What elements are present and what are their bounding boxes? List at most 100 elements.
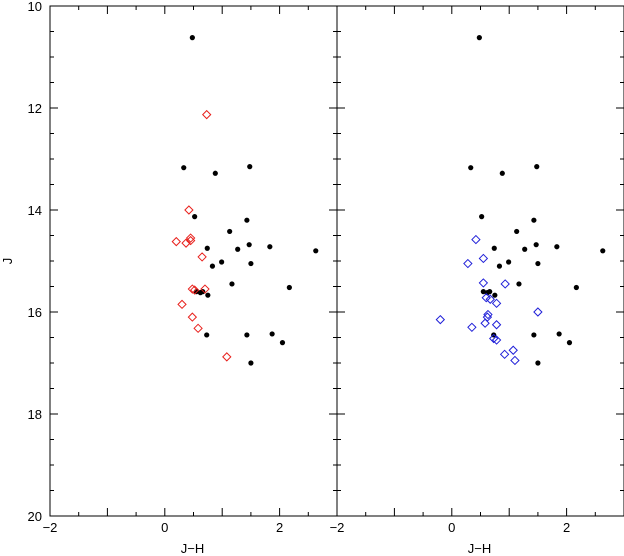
data-point-diamond	[185, 233, 196, 243]
data-point-diamond	[467, 322, 477, 333]
data-point-dot	[506, 259, 512, 265]
data-point-dot	[248, 360, 254, 366]
data-point-dot	[573, 284, 579, 291]
data-point-dot	[480, 289, 486, 295]
data-point-dot	[244, 332, 250, 338]
data-point-diamond	[184, 205, 194, 215]
data-point-dot	[204, 245, 210, 251]
data-point-diamond	[478, 253, 489, 264]
x-tick-label: 0	[161, 520, 168, 535]
data-point-dot	[468, 165, 474, 171]
data-point-dot	[533, 242, 539, 248]
data-point-diamond	[171, 236, 181, 247]
data-point-dot	[209, 263, 216, 269]
data-point-diamond	[471, 234, 481, 245]
data-point-diamond	[480, 318, 490, 328]
data-point-dot	[269, 331, 275, 337]
x-axis-label: J−H	[468, 541, 491, 556]
data-point-dot	[212, 170, 218, 176]
data-point-dot	[566, 340, 573, 346]
data-point-diamond	[499, 349, 510, 360]
data-point-dot	[516, 281, 522, 287]
series-diamond	[171, 109, 232, 362]
data-point-dot	[522, 246, 528, 252]
data-point-dot	[499, 170, 505, 176]
series-diamond	[435, 234, 543, 366]
data-point-dot	[491, 245, 497, 251]
data-point-diamond	[201, 109, 212, 120]
data-point-dot	[279, 340, 286, 346]
data-point-dot	[244, 217, 250, 223]
data-point-diamond	[187, 312, 198, 322]
x-tick-label: 0	[448, 520, 455, 535]
data-point-dot	[479, 214, 485, 220]
data-point-diamond	[491, 335, 502, 345]
data-point-dot	[248, 260, 254, 267]
y-tick-label: 16	[28, 305, 42, 320]
y-axis-label: J	[0, 258, 15, 265]
data-point-dot	[246, 242, 252, 248]
data-point-diamond	[200, 284, 210, 294]
data-point-diamond	[222, 352, 232, 362]
data-point-diamond	[435, 314, 446, 325]
panel-left: −2 0 2 10 12 14 16 18 20 J−H J	[0, 0, 338, 556]
data-point-diamond	[463, 258, 473, 269]
data-point-dot	[535, 260, 541, 267]
data-point-diamond	[533, 307, 543, 317]
data-point-dot	[200, 289, 206, 295]
x-tick-label: −2	[43, 520, 58, 535]
data-point-diamond	[491, 320, 502, 330]
data-point-dot	[496, 263, 503, 269]
data-point-dot	[205, 292, 211, 298]
y-tick-label: 18	[28, 407, 42, 422]
x-tick-label: 2	[563, 520, 570, 535]
data-point-dot	[227, 228, 233, 235]
y-tick-label: 10	[28, 0, 42, 14]
x-tick-label: −2	[330, 520, 345, 535]
data-point-dot	[189, 35, 195, 41]
data-point-dot	[204, 332, 210, 338]
data-point-diamond	[478, 278, 489, 288]
data-point-dot	[247, 164, 253, 170]
data-point-dot	[229, 281, 235, 287]
data-point-diamond	[508, 345, 518, 355]
data-point-diamond	[491, 298, 502, 309]
series-dot	[181, 35, 319, 366]
panel-right: −2 0 2 J−H	[330, 5, 624, 556]
data-point-diamond	[181, 238, 191, 248]
data-point-dot	[492, 292, 498, 298]
series-dot	[468, 35, 606, 366]
y-tick-label: 12	[28, 101, 42, 116]
x-tick-label: 2	[276, 520, 283, 535]
data-point-dot	[600, 248, 606, 254]
data-point-diamond	[177, 299, 187, 310]
data-point-diamond	[193, 323, 203, 334]
data-point-diamond	[483, 309, 493, 320]
x-axis-label: J−H	[181, 541, 204, 556]
y-tick-label: 20	[28, 509, 42, 524]
data-point-diamond	[488, 333, 499, 344]
plot-frame	[336, 5, 624, 517]
y-tick-label: 14	[28, 203, 42, 218]
data-point-dot	[192, 214, 198, 220]
data-point-dot	[476, 35, 482, 41]
data-point-diamond	[197, 252, 207, 262]
data-point-diamond	[510, 355, 520, 366]
data-point-diamond	[185, 235, 196, 246]
data-point-dot	[531, 332, 537, 338]
data-point-diamond	[187, 284, 198, 294]
data-point-dot	[235, 246, 241, 252]
data-point-dot	[286, 284, 292, 291]
data-point-dot	[514, 228, 520, 235]
data-point-dot	[556, 331, 562, 337]
data-point-dot	[487, 289, 493, 295]
data-point-diamond	[189, 285, 200, 295]
data-point-dot	[535, 360, 541, 366]
data-point-diamond	[485, 294, 495, 304]
data-point-dot	[313, 248, 319, 254]
data-point-dot	[531, 217, 537, 223]
data-point-dot	[181, 165, 187, 171]
data-point-dot	[267, 244, 273, 250]
data-point-dot	[534, 164, 540, 170]
